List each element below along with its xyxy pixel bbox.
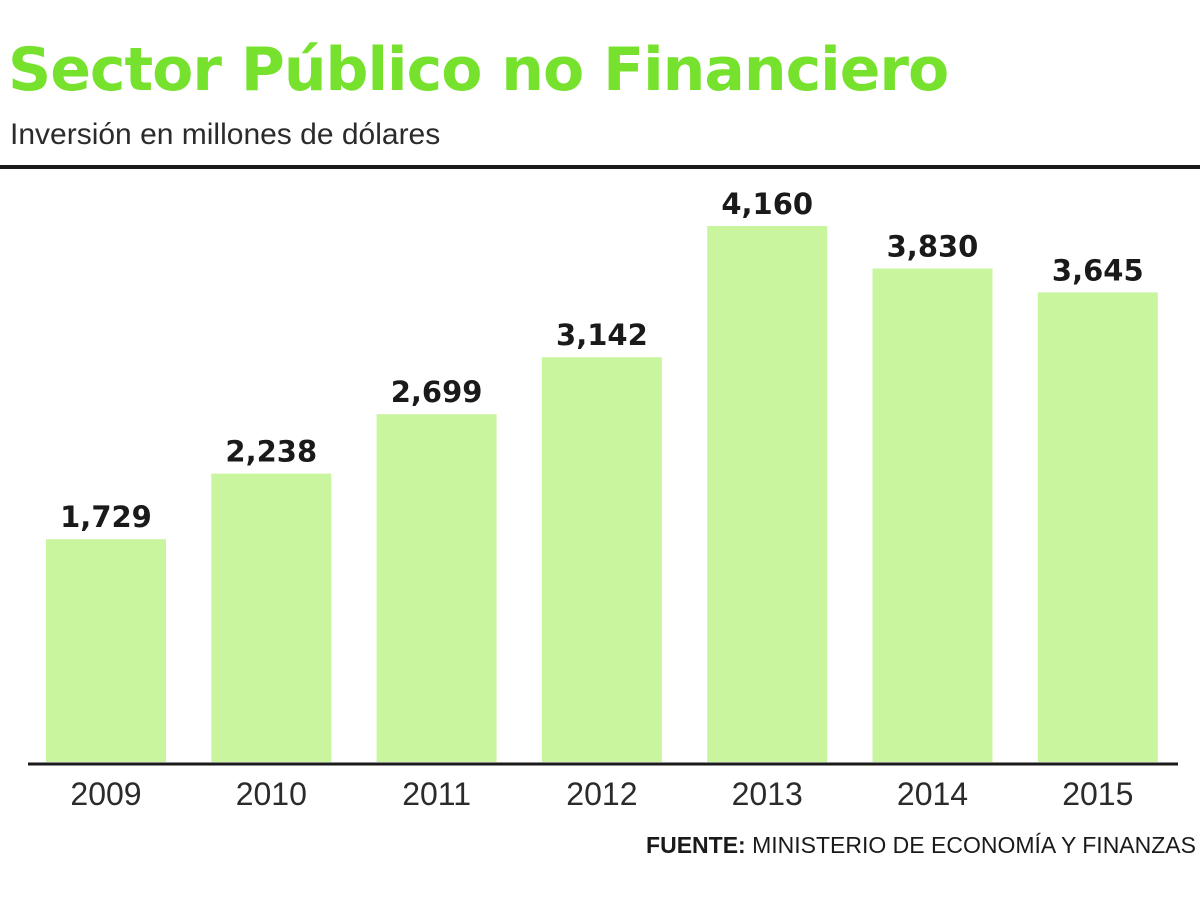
value-label-group: 1,729 2,238 2,699 3,142 4,160 3,830 3,645 bbox=[60, 187, 1144, 534]
x-tick-label-2015: 2015 bbox=[1062, 776, 1133, 812]
bar-chart: 1,729 2,238 2,699 3,142 4,160 3,830 3,645 2009… bbox=[28, 187, 1178, 812]
x-tick-label-2012: 2012 bbox=[566, 776, 637, 812]
bar-2014 bbox=[872, 268, 993, 762]
source-label: FUENTE: bbox=[646, 832, 746, 858]
x-tick-label-2014: 2014 bbox=[897, 776, 968, 812]
top-divider bbox=[0, 165, 1200, 169]
value-label-2013: 4,160 bbox=[721, 187, 813, 221]
source-text: MINISTERIO DE ECONOMÍA Y FINANZAS bbox=[752, 832, 1196, 858]
bar-2013 bbox=[707, 226, 828, 762]
bar-2011 bbox=[376, 414, 497, 762]
bar-group bbox=[46, 226, 1158, 762]
bar-2010 bbox=[211, 473, 332, 762]
value-label-2014: 3,830 bbox=[887, 230, 979, 264]
bar-2012 bbox=[541, 357, 662, 762]
bar-2009 bbox=[46, 539, 166, 762]
value-label-2009: 1,729 bbox=[60, 500, 152, 534]
x-tick-label-2011: 2011 bbox=[402, 776, 471, 812]
value-label-2010: 2,238 bbox=[225, 435, 317, 469]
chart-title: Sector Público no Financiero bbox=[8, 35, 949, 105]
source-note: FUENTE: MINISTERIO DE ECONOMÍA Y FINANZA… bbox=[646, 832, 1196, 859]
x-tick-label-2009: 2009 bbox=[70, 776, 141, 812]
x-tick-label-group: 2009 2010 2011 2012 2013 2014 2015 bbox=[70, 776, 1133, 812]
chart-subtitle: Inversión en millones de dólares bbox=[10, 118, 441, 151]
x-tick-label-2010: 2010 bbox=[236, 776, 307, 812]
value-label-2015: 3,645 bbox=[1052, 253, 1144, 287]
x-tick-label-2013: 2013 bbox=[732, 776, 803, 812]
value-label-2012: 3,142 bbox=[556, 318, 648, 352]
bar-2015 bbox=[1037, 292, 1158, 762]
value-label-2011: 2,699 bbox=[391, 375, 483, 409]
